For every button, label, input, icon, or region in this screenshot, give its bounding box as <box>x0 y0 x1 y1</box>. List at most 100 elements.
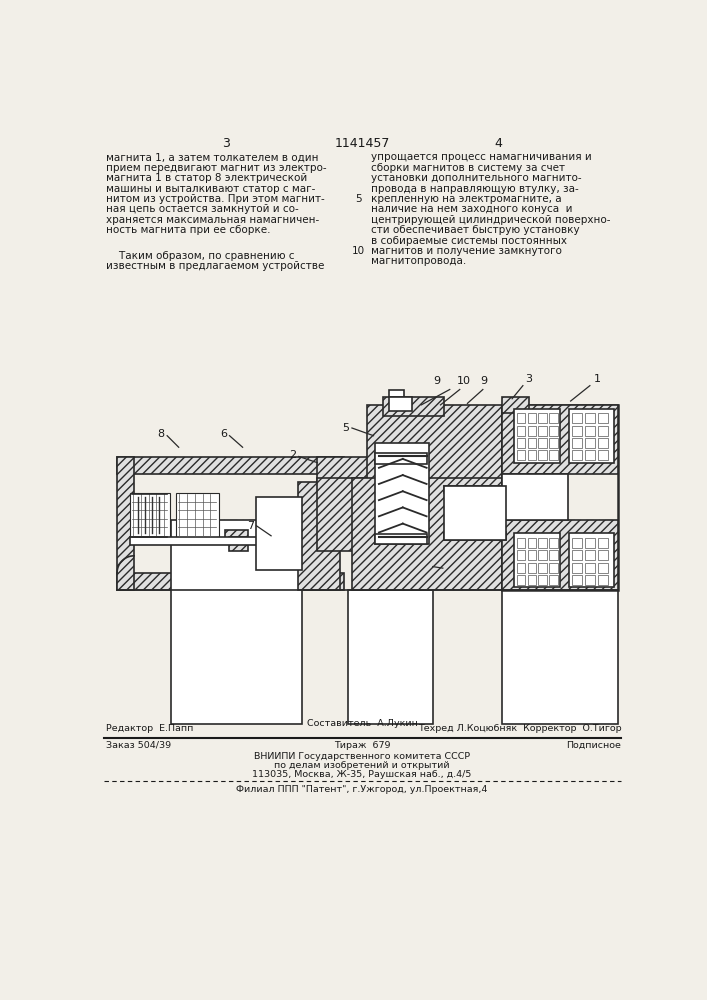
Bar <box>527 538 536 548</box>
Text: 10: 10 <box>457 376 471 386</box>
Bar <box>527 563 536 573</box>
Bar <box>549 413 558 423</box>
Bar <box>538 450 547 460</box>
Text: ВНИИПИ Государственного комитета СССР: ВНИИПИ Государственного комитета СССР <box>254 752 470 761</box>
Text: храняется максимальная намагничен-: храняется максимальная намагничен- <box>105 215 319 225</box>
Bar <box>549 550 558 560</box>
Text: магнитов и получение замкнутого: магнитов и получение замкнутого <box>371 246 562 256</box>
Text: 9: 9 <box>433 376 440 386</box>
Bar <box>585 538 595 548</box>
Text: Редактор  Е.Папп: Редактор Е.Папп <box>105 724 193 733</box>
Text: Техред Л.Коцюбняк  Корректор  О.Тигор: Техред Л.Коцюбняк Корректор О.Тигор <box>418 724 621 733</box>
Text: нитом из устройства. При этом магнит-: нитом из устройства. При этом магнит- <box>105 194 325 204</box>
Bar <box>502 474 568 520</box>
Bar <box>389 397 412 411</box>
Bar <box>229 537 248 551</box>
Bar <box>375 443 429 544</box>
Text: сти обеспечивает быструю установку: сти обеспечивает быструю установку <box>371 225 580 235</box>
Bar <box>352 478 502 590</box>
Bar <box>572 438 582 448</box>
Bar <box>598 538 608 548</box>
Bar <box>444 486 506 493</box>
Text: 4: 4 <box>494 137 502 150</box>
Text: Составитель  А.Лукин: Составитель А.Лукин <box>307 719 417 728</box>
Bar <box>444 486 506 540</box>
Text: сборки магнитов в систему за счет: сборки магнитов в систему за счет <box>371 163 565 173</box>
Bar <box>348 590 433 724</box>
Text: 7: 7 <box>247 521 254 531</box>
Bar <box>514 533 560 587</box>
Bar <box>517 450 525 460</box>
Bar <box>585 450 595 460</box>
Bar <box>538 575 547 585</box>
Text: магнита 1, а затем толкателем в один: магнита 1, а затем толкателем в один <box>105 152 318 162</box>
Text: 3: 3 <box>525 374 532 384</box>
Text: 8: 8 <box>158 429 165 439</box>
Bar <box>317 457 395 482</box>
Bar <box>517 438 525 448</box>
Bar <box>171 520 302 724</box>
Text: 5: 5 <box>355 194 361 204</box>
Bar <box>527 438 536 448</box>
Text: центрирующей цилиндрической поверхно-: центрирующей цилиндрической поверхно- <box>371 215 611 225</box>
Text: 2: 2 <box>289 450 296 460</box>
Bar <box>117 457 134 590</box>
Bar <box>502 520 618 590</box>
Bar <box>598 413 608 423</box>
Bar <box>517 426 525 436</box>
Text: 1141457: 1141457 <box>334 137 390 150</box>
Text: машины и выталкивают статор с маг-: машины и выталкивают статор с маг- <box>105 184 315 194</box>
Bar <box>382 397 444 416</box>
Bar <box>502 405 618 474</box>
Bar <box>527 413 536 423</box>
Bar <box>389 389 404 397</box>
Bar <box>256 497 302 570</box>
Text: 113035, Москва, Ж-35, Раушская наб., д.4/5: 113035, Москва, Ж-35, Раушская наб., д.4… <box>252 770 472 779</box>
Bar <box>538 438 547 448</box>
Bar <box>585 550 595 560</box>
Bar <box>569 409 614 463</box>
Text: Подписное: Подписное <box>566 741 621 750</box>
Bar <box>298 482 340 590</box>
Bar <box>527 426 536 436</box>
Text: 9: 9 <box>481 376 488 386</box>
Bar <box>598 438 608 448</box>
Text: в собираемые системы постоянных: в собираемые системы постоянных <box>371 235 567 245</box>
Text: 6: 6 <box>220 429 227 439</box>
Bar <box>549 438 558 448</box>
Bar <box>517 575 525 585</box>
Bar <box>572 550 582 560</box>
Bar <box>549 563 558 573</box>
Bar <box>176 493 218 539</box>
Bar <box>598 450 608 460</box>
Bar <box>549 538 558 548</box>
Bar <box>585 413 595 423</box>
Bar <box>598 426 608 436</box>
Bar <box>502 590 618 724</box>
Bar <box>572 563 582 573</box>
Bar <box>375 453 428 464</box>
Bar <box>598 563 608 573</box>
Bar <box>572 575 582 585</box>
Bar <box>538 413 547 423</box>
Bar <box>585 426 595 436</box>
Text: Тираж  679: Тираж 679 <box>334 741 390 750</box>
Text: крепленную на электромагните, а: крепленную на электромагните, а <box>371 194 562 204</box>
Text: Таким образом, по сравнению с: Таким образом, по сравнению с <box>105 251 294 261</box>
Bar <box>598 575 608 585</box>
Bar <box>538 563 547 573</box>
Text: наличие на нем заходного конуса  и: наличие на нем заходного конуса и <box>371 204 573 214</box>
Text: Филиал ППП "Патент", г.Ужгород, ул.Проектная,4: Филиал ППП "Патент", г.Ужгород, ул.Проек… <box>236 785 488 794</box>
Bar <box>225 530 248 540</box>
Bar <box>368 405 502 482</box>
Text: установки дополнительного магнито-: установки дополнительного магнито- <box>371 173 582 183</box>
Bar <box>585 438 595 448</box>
Bar <box>444 532 506 540</box>
Text: провода в направляющую втулку, за-: провода в направляющую втулку, за- <box>371 184 579 194</box>
Bar <box>130 493 170 539</box>
Bar <box>514 409 560 463</box>
Text: упрощается процесс намагничивания и: упрощается процесс намагничивания и <box>371 152 592 162</box>
Bar <box>117 573 344 590</box>
Text: 4: 4 <box>444 563 452 573</box>
Bar <box>585 563 595 573</box>
